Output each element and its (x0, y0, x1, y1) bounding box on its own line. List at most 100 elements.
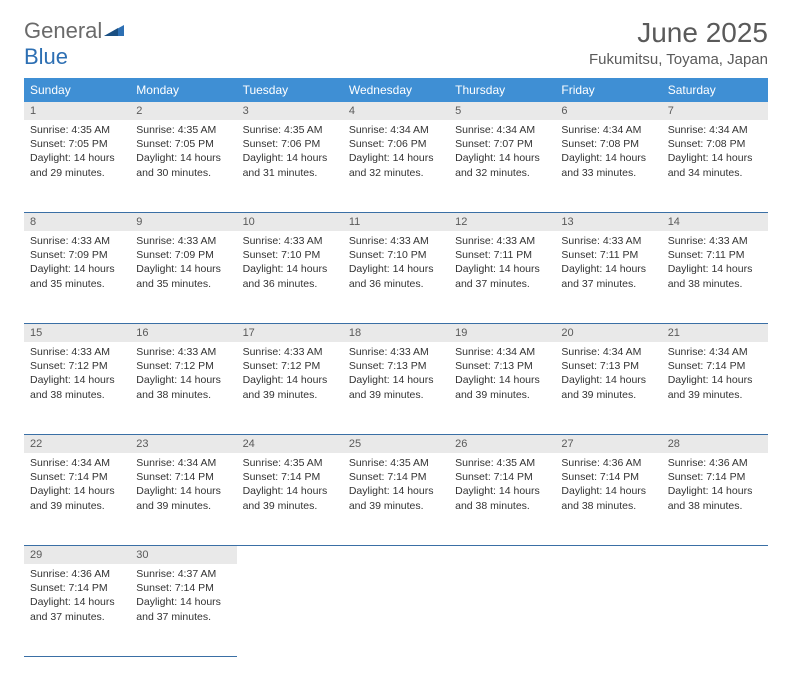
sunset-line: Sunset: 7:11 PM (668, 248, 762, 262)
sunrise-line: Sunrise: 4:33 AM (30, 234, 124, 248)
day-details: Sunrise: 4:34 AMSunset: 7:13 PMDaylight:… (449, 342, 555, 408)
day-number-cell: 14 (662, 213, 768, 232)
day-number-cell: 28 (662, 435, 768, 454)
day-body-cell: Sunrise: 4:36 AMSunset: 7:14 PMDaylight:… (555, 453, 661, 546)
day-details: Sunrise: 4:34 AMSunset: 7:07 PMDaylight:… (449, 120, 555, 186)
day-body-cell: Sunrise: 4:33 AMSunset: 7:11 PMDaylight:… (662, 231, 768, 324)
daylight-line: Daylight: 14 hours and 38 minutes. (668, 484, 762, 512)
day-number-cell (237, 546, 343, 565)
day-number-cell: 21 (662, 324, 768, 343)
logo-text: GeneralBlue (24, 18, 126, 70)
daylight-line: Daylight: 14 hours and 38 minutes. (30, 373, 124, 401)
day-details: Sunrise: 4:33 AMSunset: 7:10 PMDaylight:… (237, 231, 343, 297)
day-number-cell: 30 (130, 546, 236, 565)
sunrise-line: Sunrise: 4:35 AM (243, 456, 337, 470)
sunset-line: Sunset: 7:14 PM (668, 470, 762, 484)
day-details: Sunrise: 4:33 AMSunset: 7:12 PMDaylight:… (237, 342, 343, 408)
day-number-row: 891011121314 (24, 213, 768, 232)
day-body-row: Sunrise: 4:36 AMSunset: 7:14 PMDaylight:… (24, 564, 768, 657)
sunset-line: Sunset: 7:13 PM (349, 359, 443, 373)
day-number-cell: 12 (449, 213, 555, 232)
sunrise-line: Sunrise: 4:33 AM (243, 234, 337, 248)
day-number-cell: 25 (343, 435, 449, 454)
day-body-row: Sunrise: 4:35 AMSunset: 7:05 PMDaylight:… (24, 120, 768, 213)
day-body-cell: Sunrise: 4:35 AMSunset: 7:05 PMDaylight:… (24, 120, 130, 213)
daylight-line: Daylight: 14 hours and 34 minutes. (668, 151, 762, 179)
day-body-cell: Sunrise: 4:34 AMSunset: 7:08 PMDaylight:… (662, 120, 768, 213)
day-number-cell: 7 (662, 102, 768, 120)
sunset-line: Sunset: 7:09 PM (30, 248, 124, 262)
day-details: Sunrise: 4:34 AMSunset: 7:13 PMDaylight:… (555, 342, 661, 408)
daylight-line: Daylight: 14 hours and 39 minutes. (668, 373, 762, 401)
sunrise-line: Sunrise: 4:33 AM (349, 234, 443, 248)
sunset-line: Sunset: 7:14 PM (30, 470, 124, 484)
sunrise-line: Sunrise: 4:33 AM (243, 345, 337, 359)
day-details: Sunrise: 4:34 AMSunset: 7:08 PMDaylight:… (555, 120, 661, 186)
day-details: Sunrise: 4:33 AMSunset: 7:11 PMDaylight:… (449, 231, 555, 297)
calendar-table: SundayMondayTuesdayWednesdayThursdayFrid… (24, 78, 768, 657)
day-number-cell: 5 (449, 102, 555, 120)
sunset-line: Sunset: 7:14 PM (30, 581, 124, 595)
sunset-line: Sunset: 7:08 PM (668, 137, 762, 151)
day-number-row: 1234567 (24, 102, 768, 120)
day-body-cell: Sunrise: 4:34 AMSunset: 7:14 PMDaylight:… (662, 342, 768, 435)
day-details: Sunrise: 4:35 AMSunset: 7:05 PMDaylight:… (24, 120, 130, 186)
sunset-line: Sunset: 7:13 PM (561, 359, 655, 373)
sunrise-line: Sunrise: 4:35 AM (455, 456, 549, 470)
daylight-line: Daylight: 14 hours and 39 minutes. (243, 373, 337, 401)
day-body-cell: Sunrise: 4:33 AMSunset: 7:12 PMDaylight:… (237, 342, 343, 435)
sunset-line: Sunset: 7:05 PM (136, 137, 230, 151)
sunrise-line: Sunrise: 4:34 AM (668, 345, 762, 359)
sunset-line: Sunset: 7:10 PM (243, 248, 337, 262)
day-body-cell (449, 564, 555, 657)
day-body-cell: Sunrise: 4:33 AMSunset: 7:11 PMDaylight:… (449, 231, 555, 324)
day-body-cell: Sunrise: 4:33 AMSunset: 7:09 PMDaylight:… (130, 231, 236, 324)
day-number-cell: 9 (130, 213, 236, 232)
logo: GeneralBlue (24, 18, 126, 70)
day-body-cell: Sunrise: 4:33 AMSunset: 7:11 PMDaylight:… (555, 231, 661, 324)
weekday-header: Monday (130, 78, 236, 102)
weekday-header: Thursday (449, 78, 555, 102)
day-body-cell: Sunrise: 4:33 AMSunset: 7:09 PMDaylight:… (24, 231, 130, 324)
day-body-cell: Sunrise: 4:33 AMSunset: 7:13 PMDaylight:… (343, 342, 449, 435)
weekday-header: Friday (555, 78, 661, 102)
sunset-line: Sunset: 7:08 PM (561, 137, 655, 151)
sunrise-line: Sunrise: 4:33 AM (30, 345, 124, 359)
sunrise-line: Sunrise: 4:35 AM (136, 123, 230, 137)
day-body-row: Sunrise: 4:33 AMSunset: 7:09 PMDaylight:… (24, 231, 768, 324)
calendar-body: 1234567Sunrise: 4:35 AMSunset: 7:05 PMDa… (24, 102, 768, 657)
day-number-cell: 29 (24, 546, 130, 565)
day-body-cell: Sunrise: 4:33 AMSunset: 7:12 PMDaylight:… (130, 342, 236, 435)
day-number-row: 2930 (24, 546, 768, 565)
day-number-cell: 15 (24, 324, 130, 343)
weekday-header: Tuesday (237, 78, 343, 102)
day-body-cell: Sunrise: 4:34 AMSunset: 7:13 PMDaylight:… (555, 342, 661, 435)
sunrise-line: Sunrise: 4:35 AM (243, 123, 337, 137)
location-text: Fukumitsu, Toyama, Japan (589, 51, 768, 68)
day-number-cell: 18 (343, 324, 449, 343)
day-number-cell (555, 546, 661, 565)
day-body-row: Sunrise: 4:33 AMSunset: 7:12 PMDaylight:… (24, 342, 768, 435)
logo-word-1: General (24, 18, 102, 43)
day-body-cell: Sunrise: 4:33 AMSunset: 7:12 PMDaylight:… (24, 342, 130, 435)
weekday-header: Saturday (662, 78, 768, 102)
daylight-line: Daylight: 14 hours and 37 minutes. (455, 262, 549, 290)
sunset-line: Sunset: 7:14 PM (136, 470, 230, 484)
daylight-line: Daylight: 14 hours and 32 minutes. (349, 151, 443, 179)
day-details: Sunrise: 4:34 AMSunset: 7:14 PMDaylight:… (130, 453, 236, 519)
day-body-cell (237, 564, 343, 657)
day-details: Sunrise: 4:36 AMSunset: 7:14 PMDaylight:… (24, 564, 130, 630)
day-details: Sunrise: 4:33 AMSunset: 7:10 PMDaylight:… (343, 231, 449, 297)
day-number-row: 15161718192021 (24, 324, 768, 343)
daylight-line: Daylight: 14 hours and 36 minutes. (243, 262, 337, 290)
day-number-cell: 2 (130, 102, 236, 120)
sunset-line: Sunset: 7:12 PM (30, 359, 124, 373)
day-body-cell: Sunrise: 4:35 AMSunset: 7:14 PMDaylight:… (449, 453, 555, 546)
day-body-cell: Sunrise: 4:35 AMSunset: 7:14 PMDaylight:… (237, 453, 343, 546)
day-details: Sunrise: 4:36 AMSunset: 7:14 PMDaylight:… (555, 453, 661, 519)
calendar-head: SundayMondayTuesdayWednesdayThursdayFrid… (24, 78, 768, 102)
day-number-cell: 8 (24, 213, 130, 232)
sunrise-line: Sunrise: 4:34 AM (136, 456, 230, 470)
weekday-row: SundayMondayTuesdayWednesdayThursdayFrid… (24, 78, 768, 102)
day-number-cell: 22 (24, 435, 130, 454)
